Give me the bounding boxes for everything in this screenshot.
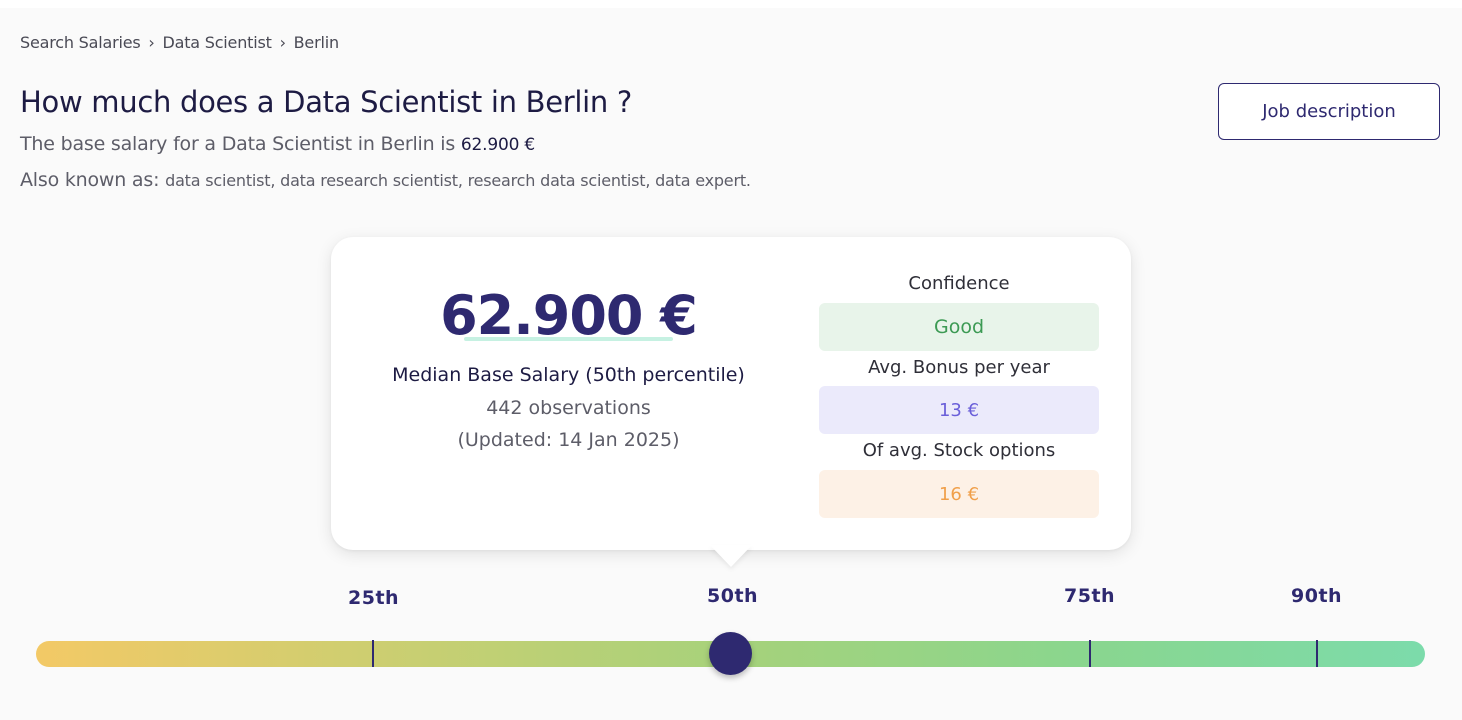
percentile-label-50th: 50th (707, 585, 759, 607)
also-known-as-list: data scientist, data research scientist,… (165, 171, 751, 190)
card-pointer (710, 545, 752, 567)
also-known-as-line: Also known as: data scientist, data rese… (20, 169, 751, 191)
page-title: How much does a Data Scientist in Berlin… (20, 85, 633, 119)
breadcrumb-separator: › (279, 33, 286, 52)
percentile-label-25th: 25th (348, 587, 400, 609)
job-description-button[interactable]: Job description (1218, 83, 1440, 140)
observations-count: 442 observations (486, 397, 651, 419)
median-salary-label: Median Base Salary (50th percentile) (392, 364, 745, 386)
percentile-label-90th: 90th (1291, 585, 1343, 607)
breadcrumb-item-berlin[interactable]: Berlin (293, 33, 339, 52)
percentile-slider-knob[interactable] (709, 632, 752, 675)
bonus-heading: Avg. Bonus per year (868, 357, 1050, 378)
median-salary-value: 62.900 € (440, 284, 698, 347)
top-strip (0, 0, 1462, 8)
percentile-label-75th: 75th (1064, 585, 1116, 607)
percentile-tick-90th (1316, 640, 1318, 667)
also-known-as-prefix: Also known as: (20, 169, 160, 191)
median-salary-underline (464, 337, 673, 341)
base-salary-prefix: The base salary for a Data Scientist in … (20, 133, 456, 155)
confidence-badge: Good (819, 303, 1099, 351)
salary-summary-card: 62.900 € Median Base Salary (50th percen… (331, 237, 1131, 550)
stock-heading: Of avg. Stock options (862, 440, 1056, 461)
confidence-heading: Confidence (908, 273, 1010, 294)
percentile-tick-25th (372, 640, 374, 667)
breadcrumb: Search Salaries › Data Scientist › Berli… (20, 33, 339, 52)
breadcrumb-separator: › (148, 33, 155, 52)
breadcrumb-item-search-salaries[interactable]: Search Salaries (20, 33, 141, 52)
base-salary-amount: 62.900 € (460, 135, 536, 155)
updated-date: (Updated: 14 Jan 2025) (457, 429, 680, 451)
breadcrumb-item-data-scientist[interactable]: Data Scientist (162, 33, 272, 52)
base-salary-line: The base salary for a Data Scientist in … (20, 133, 535, 155)
bonus-value-badge: 13 € (819, 386, 1099, 434)
stock-value-badge: 16 € (819, 470, 1099, 518)
percentile-tick-75th (1089, 640, 1091, 667)
